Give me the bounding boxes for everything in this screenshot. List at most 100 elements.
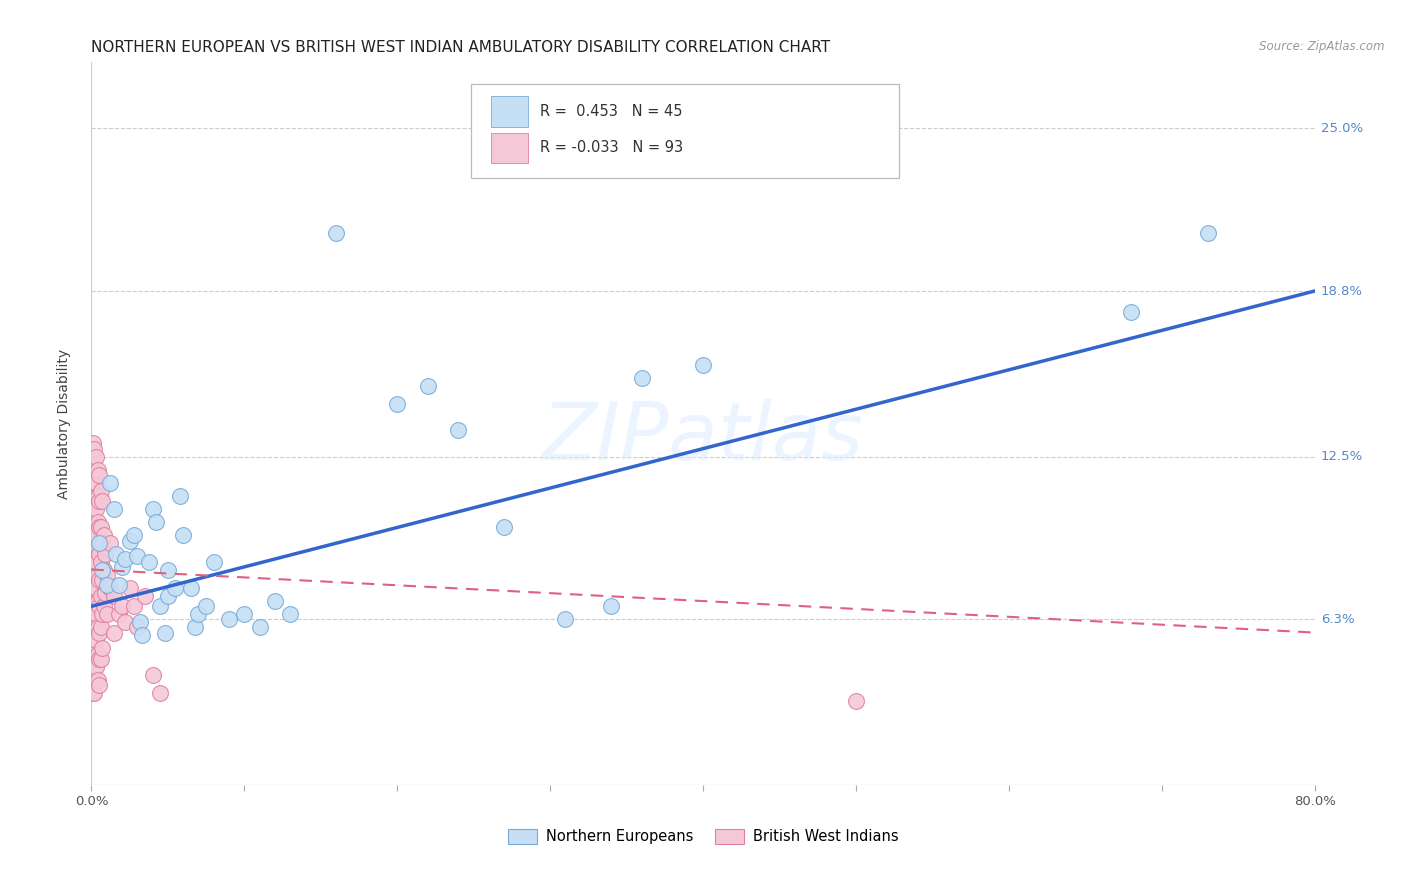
Point xyxy=(141,667,163,681)
Point xyxy=(86,567,108,582)
Point xyxy=(122,528,145,542)
Point xyxy=(82,450,104,464)
Point xyxy=(84,659,107,673)
Point xyxy=(94,586,117,600)
Point xyxy=(494,520,516,534)
Point xyxy=(83,673,105,687)
Point xyxy=(108,607,131,622)
Point xyxy=(82,678,104,692)
Point xyxy=(94,547,117,561)
Point xyxy=(87,652,110,666)
Point xyxy=(86,673,108,687)
Point xyxy=(83,686,105,700)
Point xyxy=(138,555,160,569)
Text: 18.8%: 18.8% xyxy=(1320,285,1362,298)
Bar xyxy=(491,133,529,163)
Point xyxy=(108,578,131,592)
Point xyxy=(82,594,104,608)
Point xyxy=(91,641,114,656)
Point xyxy=(103,502,125,516)
Point xyxy=(141,502,163,516)
FancyBboxPatch shape xyxy=(471,84,898,178)
Point xyxy=(600,599,623,614)
Point xyxy=(180,581,202,595)
Point xyxy=(82,436,104,450)
Point xyxy=(153,625,176,640)
Point xyxy=(83,520,105,534)
Point xyxy=(87,467,110,482)
Point xyxy=(90,620,112,634)
Point xyxy=(82,673,104,687)
Point xyxy=(86,594,108,608)
Point xyxy=(90,520,112,534)
Point xyxy=(249,620,271,634)
Point xyxy=(118,533,141,548)
Point xyxy=(84,607,107,622)
Point xyxy=(96,567,118,582)
Text: 12.5%: 12.5% xyxy=(1320,450,1362,463)
Legend: Northern Europeans, British West Indians: Northern Europeans, British West Indians xyxy=(502,822,904,850)
Point xyxy=(84,555,107,569)
Point xyxy=(114,615,136,629)
Point xyxy=(98,536,121,550)
Point xyxy=(87,599,110,614)
Point xyxy=(103,625,125,640)
Point xyxy=(86,620,108,634)
Point xyxy=(184,620,207,634)
Point xyxy=(169,489,191,503)
Point xyxy=(111,560,134,574)
Point xyxy=(82,567,104,582)
Point xyxy=(83,463,105,477)
Point xyxy=(84,633,107,648)
Point xyxy=(87,536,110,550)
Point xyxy=(82,633,104,648)
Point xyxy=(82,581,104,595)
Point xyxy=(233,607,256,622)
Point xyxy=(83,620,105,634)
Text: R =  0.453   N = 45: R = 0.453 N = 45 xyxy=(540,104,683,119)
Point xyxy=(90,589,112,603)
Point xyxy=(83,442,105,456)
Point xyxy=(82,481,104,495)
Point xyxy=(86,489,108,503)
Point xyxy=(86,515,108,529)
Point xyxy=(218,612,240,626)
Text: 6.3%: 6.3% xyxy=(1320,613,1354,626)
Point xyxy=(83,560,105,574)
Point xyxy=(127,549,149,564)
Point xyxy=(93,599,115,614)
Point xyxy=(264,594,287,608)
Point xyxy=(103,589,125,603)
Point xyxy=(84,581,107,595)
Point xyxy=(83,581,105,595)
Point xyxy=(84,450,107,464)
Point xyxy=(96,578,118,592)
Point xyxy=(149,599,172,614)
Point xyxy=(165,581,187,595)
Text: ZIPatlas: ZIPatlas xyxy=(541,399,865,477)
Point xyxy=(82,620,104,634)
Point xyxy=(195,599,218,614)
Point xyxy=(111,599,134,614)
Point xyxy=(172,528,194,542)
Point xyxy=(83,541,105,556)
Point xyxy=(91,536,114,550)
Point xyxy=(114,552,136,566)
Point xyxy=(87,678,110,692)
Point xyxy=(82,686,104,700)
Bar xyxy=(491,96,529,127)
Point xyxy=(82,541,104,556)
Point xyxy=(87,573,110,587)
Point xyxy=(134,589,156,603)
Point xyxy=(104,547,127,561)
Point xyxy=(83,475,105,490)
Point xyxy=(202,555,225,569)
Point xyxy=(83,599,105,614)
Point xyxy=(93,562,115,576)
Y-axis label: Ambulatory Disability: Ambulatory Disability xyxy=(56,349,70,499)
Point xyxy=(98,475,121,490)
Point xyxy=(127,620,149,634)
Point xyxy=(187,607,209,622)
Point xyxy=(90,652,112,666)
Point xyxy=(118,581,141,595)
